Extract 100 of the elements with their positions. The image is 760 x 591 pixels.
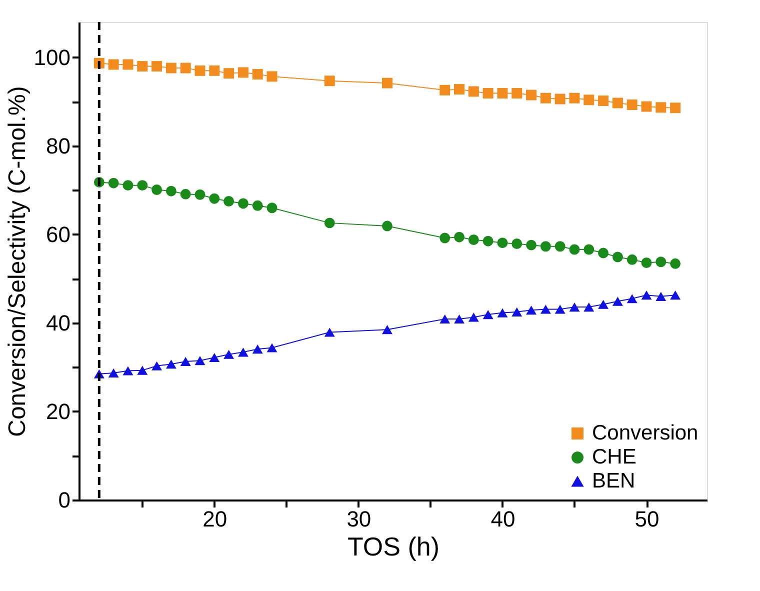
point	[540, 92, 551, 104]
x-axis-title: TOS (h)	[348, 532, 440, 562]
y-axis-title: Conversion/Selectivity (C-mol.%)	[4, 86, 31, 437]
point	[584, 302, 594, 312]
point	[238, 348, 248, 357]
point	[238, 67, 248, 78]
point	[122, 59, 134, 70]
point	[670, 102, 681, 114]
point	[166, 186, 176, 196]
point	[670, 258, 681, 269]
point	[468, 312, 479, 322]
y-tick-label: 40	[46, 310, 70, 336]
point	[137, 61, 148, 72]
y-tick-label: 60	[46, 222, 70, 247]
x-tick-label: 20	[202, 506, 228, 532]
point	[440, 84, 450, 96]
point	[252, 200, 263, 211]
y-tick-label: 0	[58, 488, 70, 512]
point	[641, 258, 652, 268]
point	[224, 350, 234, 359]
point	[656, 256, 666, 268]
point	[454, 232, 464, 242]
point	[482, 88, 494, 98]
point	[656, 292, 666, 301]
point	[612, 252, 623, 262]
point	[454, 84, 464, 95]
point	[152, 361, 162, 370]
legend-label: CHE	[592, 446, 636, 468]
point	[382, 325, 392, 334]
point	[224, 68, 234, 79]
point	[194, 65, 206, 76]
point	[512, 307, 522, 316]
x-tick-label: 40	[490, 506, 516, 532]
point	[468, 234, 479, 245]
point	[482, 236, 494, 246]
point	[137, 366, 148, 375]
point	[108, 368, 119, 378]
point	[468, 86, 479, 97]
point	[152, 61, 162, 72]
point	[122, 366, 134, 376]
point	[598, 300, 609, 309]
point	[382, 78, 392, 88]
point	[482, 310, 494, 320]
point	[209, 65, 220, 76]
legend-label: Conversion	[592, 422, 698, 444]
point	[440, 314, 450, 324]
point	[137, 180, 148, 191]
legend-label: BEN	[592, 470, 636, 492]
point	[252, 68, 263, 80]
point	[180, 356, 191, 366]
point	[612, 98, 623, 108]
point	[166, 62, 176, 74]
point	[324, 76, 335, 86]
point	[612, 296, 623, 306]
point	[554, 241, 566, 252]
point	[266, 71, 278, 82]
point	[554, 94, 566, 104]
point	[266, 343, 278, 352]
point	[569, 92, 580, 104]
x-tick-label: 30	[346, 506, 372, 532]
y-tick-label: 100	[34, 44, 70, 70]
point	[108, 59, 119, 70]
point	[238, 198, 248, 209]
y-tick-label: 20	[46, 398, 70, 424]
point	[626, 294, 638, 304]
point	[209, 352, 220, 362]
point	[209, 193, 220, 204]
point	[497, 308, 508, 318]
point	[512, 238, 522, 249]
y-tick-label: 80	[46, 133, 70, 158]
point	[526, 240, 537, 250]
point	[626, 100, 638, 110]
point	[266, 202, 278, 214]
point	[670, 290, 681, 300]
point	[569, 302, 580, 312]
point	[554, 304, 566, 314]
point	[324, 218, 335, 228]
point	[598, 96, 609, 106]
point	[180, 62, 191, 74]
point	[152, 184, 162, 195]
point	[122, 180, 134, 191]
point	[454, 314, 464, 324]
point	[166, 360, 176, 369]
point	[656, 102, 666, 113]
point	[584, 94, 594, 106]
point	[180, 188, 191, 200]
point	[641, 101, 652, 112]
point	[497, 88, 508, 98]
point	[382, 220, 392, 232]
point	[194, 189, 206, 200]
point	[194, 356, 206, 366]
point	[526, 90, 537, 100]
point	[540, 241, 551, 252]
x-tick-label: 50	[634, 506, 660, 532]
point	[108, 178, 119, 188]
point	[324, 328, 335, 337]
point	[641, 290, 652, 300]
point	[626, 254, 638, 265]
point	[497, 238, 508, 248]
point	[252, 344, 263, 354]
